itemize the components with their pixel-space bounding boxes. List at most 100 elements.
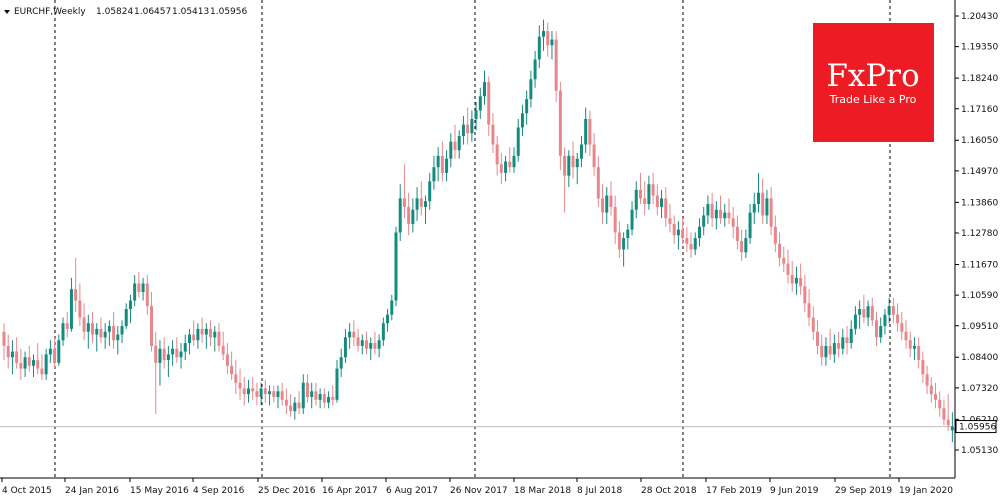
candle[interactable] bbox=[23, 351, 27, 378]
candle[interactable] bbox=[950, 412, 954, 443]
candle[interactable] bbox=[179, 343, 183, 369]
candle[interactable] bbox=[124, 303, 128, 329]
candle[interactable] bbox=[638, 172, 642, 205]
candle[interactable] bbox=[327, 391, 331, 409]
candle[interactable] bbox=[845, 326, 849, 355]
candle[interactable] bbox=[617, 221, 621, 258]
candle[interactable] bbox=[411, 198, 415, 233]
candle[interactable] bbox=[837, 331, 841, 358]
candle[interactable] bbox=[352, 320, 356, 346]
candle[interactable] bbox=[204, 323, 208, 349]
candle[interactable] bbox=[946, 394, 950, 431]
candle[interactable] bbox=[634, 181, 638, 219]
candle[interactable] bbox=[402, 164, 406, 219]
candle[interactable] bbox=[714, 201, 718, 230]
candle[interactable] bbox=[567, 150, 571, 188]
candle[interactable] bbox=[668, 204, 672, 233]
candle[interactable] bbox=[251, 377, 255, 400]
candle[interactable] bbox=[187, 328, 191, 355]
candle[interactable] bbox=[297, 391, 301, 414]
candle[interactable] bbox=[773, 215, 777, 253]
candle[interactable] bbox=[719, 195, 723, 224]
candle[interactable] bbox=[563, 147, 567, 213]
candle[interactable] bbox=[495, 135, 499, 176]
candle[interactable] bbox=[335, 360, 339, 403]
candle[interactable] bbox=[377, 334, 381, 358]
candle[interactable] bbox=[209, 320, 213, 346]
candle[interactable] bbox=[246, 379, 250, 403]
candle[interactable] bbox=[27, 345, 31, 372]
candle[interactable] bbox=[419, 181, 423, 216]
candle[interactable] bbox=[929, 377, 933, 403]
candle[interactable] bbox=[369, 337, 373, 361]
candle[interactable] bbox=[259, 382, 263, 406]
candle[interactable] bbox=[69, 277, 73, 332]
candle[interactable] bbox=[445, 150, 449, 182]
candle[interactable] bbox=[466, 107, 470, 145]
candle[interactable] bbox=[820, 334, 824, 366]
candle[interactable] bbox=[398, 184, 402, 241]
candle[interactable] bbox=[702, 206, 706, 236]
candle[interactable] bbox=[584, 107, 588, 154]
candle[interactable] bbox=[128, 294, 132, 324]
candle[interactable] bbox=[318, 388, 322, 409]
candle[interactable] bbox=[508, 147, 512, 173]
candle[interactable] bbox=[381, 317, 385, 346]
candle[interactable] bbox=[91, 311, 95, 344]
candle[interactable] bbox=[348, 323, 352, 349]
candle[interactable] bbox=[811, 306, 815, 341]
candle[interactable] bbox=[575, 153, 579, 185]
candle[interactable] bbox=[6, 334, 10, 369]
candle[interactable] bbox=[394, 226, 398, 307]
candle[interactable] bbox=[293, 396, 297, 420]
candle[interactable] bbox=[579, 135, 583, 168]
candle[interactable] bbox=[879, 317, 883, 344]
candle[interactable] bbox=[196, 323, 200, 349]
candle[interactable] bbox=[537, 25, 541, 68]
candle[interactable] bbox=[685, 226, 689, 253]
candle[interactable] bbox=[217, 323, 221, 352]
candle[interactable] bbox=[432, 155, 436, 190]
candle[interactable] bbox=[268, 385, 272, 406]
candle[interactable] bbox=[221, 331, 225, 361]
candle[interactable] bbox=[48, 340, 52, 363]
candle[interactable] bbox=[613, 195, 617, 244]
candle[interactable] bbox=[550, 31, 554, 60]
candle[interactable] bbox=[158, 340, 162, 386]
candle[interactable] bbox=[921, 351, 925, 383]
candle[interactable] bbox=[225, 343, 229, 375]
candle[interactable] bbox=[373, 331, 377, 355]
candle[interactable] bbox=[904, 320, 908, 349]
candle[interactable] bbox=[175, 337, 179, 363]
candle[interactable] bbox=[862, 294, 866, 324]
candle[interactable] bbox=[424, 195, 427, 224]
candle[interactable] bbox=[609, 181, 613, 216]
dropdown-triangle-icon[interactable] bbox=[4, 10, 10, 14]
candle[interactable] bbox=[756, 172, 760, 213]
candle[interactable] bbox=[769, 187, 773, 236]
candle[interactable] bbox=[740, 229, 744, 261]
candle[interactable] bbox=[875, 311, 879, 346]
candle[interactable] bbox=[938, 391, 942, 417]
candle[interactable] bbox=[887, 297, 891, 324]
candle[interactable] bbox=[386, 309, 390, 332]
candle[interactable] bbox=[314, 382, 318, 406]
candle[interactable] bbox=[512, 147, 516, 173]
candle[interactable] bbox=[133, 274, 137, 307]
candle[interactable] bbox=[242, 377, 246, 406]
candle[interactable] bbox=[824, 337, 828, 366]
candle[interactable] bbox=[457, 130, 461, 159]
candle[interactable] bbox=[154, 331, 158, 414]
candle[interactable] bbox=[870, 297, 874, 327]
candle[interactable] bbox=[474, 101, 478, 131]
candle[interactable] bbox=[622, 232, 626, 267]
candle[interactable] bbox=[592, 133, 596, 176]
candle[interactable] bbox=[782, 246, 786, 273]
candle[interactable] bbox=[866, 300, 870, 327]
candle[interactable] bbox=[520, 104, 524, 136]
candle[interactable] bbox=[103, 323, 107, 349]
candle[interactable] bbox=[44, 348, 48, 380]
candle[interactable] bbox=[529, 70, 533, 108]
candle[interactable] bbox=[832, 334, 836, 363]
